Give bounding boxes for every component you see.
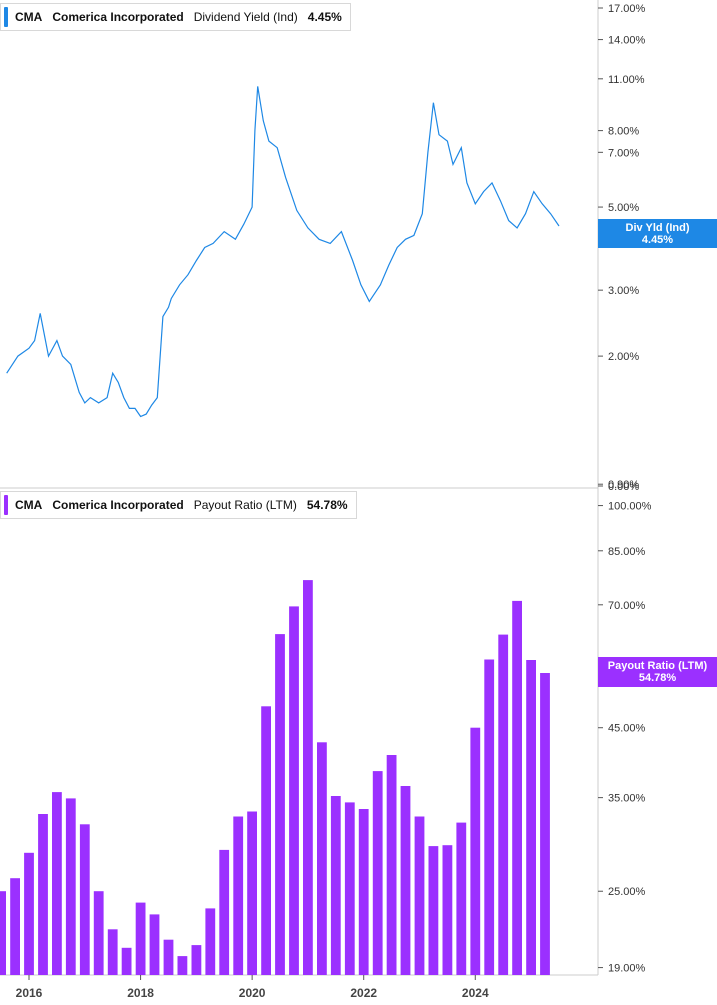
payout-bar (289, 606, 299, 975)
yield-legend-value: 4.45% (307, 10, 342, 24)
payout-bar (135, 902, 146, 975)
payout-bar (121, 947, 132, 975)
payout-legend-value: 54.78% (306, 498, 348, 512)
payout-bar (344, 802, 355, 975)
payout-bar (149, 914, 160, 975)
payout-bar (526, 660, 536, 975)
payout-legend-ticker: CMA (15, 498, 43, 512)
payout-bar (358, 809, 369, 975)
x-tick-label: 2016 (16, 986, 43, 1000)
payout-y-tick-label: 85.00% (608, 546, 646, 558)
yield-legend-swatch (4, 7, 8, 27)
x-tick-label: 2022 (350, 986, 377, 1000)
payout-legend-swatch (4, 495, 8, 515)
payout-bar (456, 822, 467, 975)
payout-bar (428, 846, 439, 975)
payout-tag-label: Payout Ratio (LTM) (607, 660, 708, 672)
payout-y-tick-label: 45.00% (608, 723, 646, 735)
payout-bar (386, 755, 397, 975)
payout-bar (540, 673, 550, 975)
payout-bar (38, 814, 48, 975)
payout-bar (191, 945, 202, 975)
payout-y-tick-label: 25.00% (608, 886, 646, 898)
payout-bar (400, 786, 411, 975)
payout-bar (93, 891, 104, 975)
yield-tag-label: Div Yld (Ind) (625, 222, 690, 234)
payout-bar (177, 956, 188, 975)
x-tick-label: 2020 (239, 986, 266, 1000)
payout-tag-value: 54.78% (638, 672, 677, 684)
payout-bar (163, 939, 174, 975)
payout-bar (219, 849, 230, 975)
payout-bar (10, 878, 20, 975)
yield-y-tick-label: 7.00% (608, 147, 639, 159)
yield-legend: CMA Comerica Incorporated Dividend Yield… (0, 3, 351, 31)
payout-y-tick-label: 35.00% (608, 793, 646, 805)
payout-bar (261, 706, 271, 975)
yield-y-tick-label: 14.00% (608, 35, 646, 47)
payout-bar (470, 727, 481, 975)
yield-y-tick-label: 8.00% (608, 126, 639, 138)
payout-y-tick-label: 100.00% (608, 501, 652, 513)
payout-bar (275, 634, 285, 975)
x-tick-label: 2024 (462, 986, 489, 1000)
payout-bar (107, 929, 118, 975)
payout-y-ticks: 100.00% 85.00% 70.00% 45.00% 35.00% 25.00% 19.… (598, 501, 652, 975)
payout-bar (65, 798, 76, 975)
yield-tag-value: 4.45% (641, 234, 674, 246)
x-tick-label: 2018 (127, 986, 154, 1000)
x-axis-ticks: 2016 2018 2020 2022 2024 (16, 975, 489, 1000)
yield-legend-metric: Dividend Yield (Ind) (193, 10, 298, 24)
payout-bar (317, 742, 327, 975)
payout-bar (512, 600, 522, 975)
payout-bar (233, 816, 244, 975)
yield-legend-company: Comerica Incorporated (52, 10, 184, 24)
yield-y-tick-label: 11.00% (608, 74, 645, 86)
payout-bar (330, 796, 341, 975)
yield-value-tag: Div Yld (Ind) 4.45% (598, 219, 717, 248)
payout-bar (414, 816, 425, 975)
yield-y-tick-label: 5.00% (608, 202, 639, 214)
payout-bar (247, 811, 257, 975)
payout-legend-metric: Payout Ratio (LTM) (193, 498, 297, 512)
yield-y-tick-label: 3.00% (608, 285, 639, 297)
yield-y-tick-label: 0.00% (608, 481, 639, 493)
payout-bar (498, 634, 509, 975)
yield-y-tick-label: 0.90% (608, 479, 639, 491)
payout-bar (303, 580, 313, 975)
payout-legend-company: Comerica Incorporated (52, 498, 184, 512)
payout-y-tick-label: 70.00% (608, 600, 646, 612)
payout-bar (484, 659, 495, 975)
dividend-yield-line (6, 86, 560, 418)
payout-bar (205, 908, 216, 975)
payout-y-tick-label: 19.00% (608, 963, 646, 975)
payout-bar (24, 852, 34, 975)
payout-bar (79, 824, 90, 975)
payout-bar (0, 891, 7, 975)
yield-y-ticks: 17.00% 14.00% 11.00% 8.00% 7.00% 5.00% 3.00% 2.… (598, 3, 646, 493)
payout-value-tag: Payout Ratio (LTM) 54.78% (598, 657, 717, 687)
payout-bar (442, 845, 453, 975)
yield-y-tick-label: 2.00% (608, 351, 639, 363)
payout-bar (372, 771, 383, 975)
payout-legend: CMA Comerica Incorporated Payout Ratio (… (0, 491, 357, 519)
payout-bar (52, 792, 62, 975)
yield-legend-ticker: CMA (15, 10, 43, 24)
yield-y-tick-label: 17.00% (608, 3, 646, 15)
payout-bars (0, 580, 550, 975)
